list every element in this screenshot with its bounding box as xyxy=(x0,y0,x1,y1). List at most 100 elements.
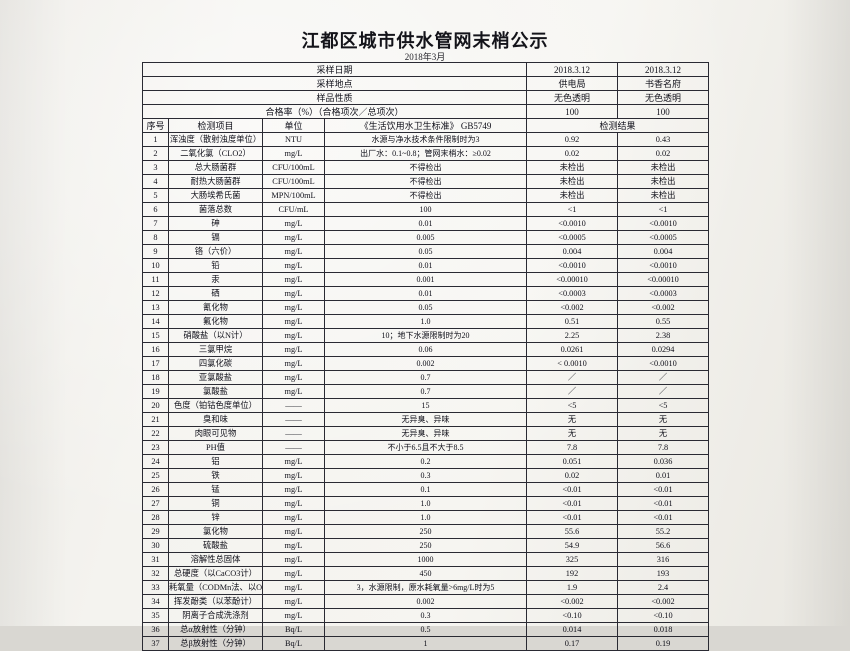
table-row: 16 三氯甲烷 mg/L 0.06 0.0261 0.0294 xyxy=(142,342,710,357)
cell-no: 33 xyxy=(142,580,169,595)
cell-item: 二氧化氯（CLO2） xyxy=(168,146,263,161)
table-row: 3 总大肠菌群 CFU/100mL 不得检出 未检出 未检出 xyxy=(142,160,710,175)
table-row: 10 铅 mg/L 0.01 <0.0010 <0.0010 xyxy=(142,258,710,273)
table-row: 19 氯酸盐 mg/L 0.7 ／／ xyxy=(142,384,710,399)
cell-result-1: 55.6 xyxy=(526,524,619,539)
cell-result-2: ／ xyxy=(617,370,710,385)
cell-standard: 出厂水：0.1~0.8；管网末梢水：≥0.02 xyxy=(323,146,528,161)
cell-no: 29 xyxy=(142,524,169,539)
cell-standard: 无异臭、异味 xyxy=(323,412,528,427)
cell-no: 16 xyxy=(142,342,169,357)
cell-no: 24 xyxy=(142,454,169,469)
cell-result-2: 无 xyxy=(617,426,710,441)
cell-standard: 0.01 xyxy=(323,258,528,273)
cell-no: 22 xyxy=(142,426,169,441)
row-value-1: 无色透明 xyxy=(526,90,619,105)
table-row: 1 浑浊度（散射浊度单位） NTU 水源与净水技术条件限制时为3 0.92 0.43 xyxy=(142,132,710,147)
cell-item: 挥发酚类（以苯酚计） xyxy=(168,594,263,609)
cell-unit: mg/L xyxy=(262,342,325,357)
cell-no: 15 xyxy=(142,328,169,343)
cell-standard: 450 xyxy=(323,566,528,581)
cell-standard: 3，水源限制，原水耗氧量>6mg/L时为5 xyxy=(323,580,528,595)
cell-unit: —— xyxy=(262,412,325,427)
cell-result-1: 192 xyxy=(526,566,619,581)
cell-item: 总大肠菌群 xyxy=(168,160,263,175)
table-row: 30 硫酸盐 mg/L 250 54.9 56.6 xyxy=(142,538,710,553)
cell-item: 总硬度（以CaCO3计） xyxy=(168,566,263,581)
table-row: 13 氰化物 mg/L 0.05 <0.002 <0.002 xyxy=(142,300,710,315)
cell-result-1: <0.00010 xyxy=(526,272,619,287)
cell-result-1: <5 xyxy=(526,398,619,413)
table-row: 9 铬（六价） mg/L 0.05 0.004 0.004 xyxy=(142,244,710,259)
cell-unit: NTU xyxy=(262,132,325,147)
cell-result-2: 316 xyxy=(617,552,710,567)
cell-result-2: 0.018 xyxy=(617,622,710,637)
cell-result-2: 55.2 xyxy=(617,524,710,539)
table-row-pass-rate: 合格率（%）（合格项次／总项次） 100 100 xyxy=(141,104,710,119)
cell-unit: mg/L xyxy=(262,384,325,399)
cell-no: 5 xyxy=(142,188,169,203)
cell-standard: 250 xyxy=(323,524,528,539)
table-row: 11 汞 mg/L 0.001 <0.00010 <0.00010 xyxy=(142,272,710,287)
table-row: 25 铁 mg/L 0.3 0.02 0.01 xyxy=(142,468,710,483)
cell-unit: mg/L xyxy=(262,580,325,595)
cell-unit: mg/L xyxy=(262,272,325,287)
table-row: 12 硒 mg/L 0.01 <0.0003 <0.0003 xyxy=(142,286,710,301)
cell-unit: mg/L xyxy=(262,356,325,371)
cell-unit: CFU/100mL xyxy=(262,174,325,189)
cell-item: 硒 xyxy=(168,286,263,301)
cell-unit: mg/L xyxy=(262,496,325,511)
cell-no: 31 xyxy=(142,552,169,567)
row-value-2: 2018.3.12 xyxy=(617,62,710,77)
table-row: 28 锌 mg/L 1.0 <0.01 <0.01 xyxy=(142,510,710,525)
cell-item: 耗氧量（CODMn法、以O2计） xyxy=(168,580,263,595)
header-no: 序号 xyxy=(142,118,169,133)
table-row: 18 亚氯酸盐 mg/L 0.7 ／／ xyxy=(142,370,710,385)
cell-result-1: < 0.0010 xyxy=(526,356,619,371)
cell-result-2: 7.8 xyxy=(617,440,710,455)
cell-unit: mg/L xyxy=(262,328,325,343)
row-value-1: 供电局 xyxy=(526,76,619,91)
cell-result-2: 193 xyxy=(617,566,710,581)
table-body: 采样日期 2018.3.12 2018.3.12 采样地点 供电局 书香名府 样… xyxy=(141,62,710,133)
cell-result-1: 无 xyxy=(526,426,619,441)
cell-standard: 250 xyxy=(323,538,528,553)
table-row-sampling-location: 采样地点 供电局 书香名府 xyxy=(141,76,710,91)
cell-unit: mg/L xyxy=(262,286,325,301)
cell-no: 21 xyxy=(142,412,169,427)
cell-result-1: 0.02 xyxy=(526,468,619,483)
cell-result-1: 0.51 xyxy=(526,314,619,329)
table-row: 21 臭和味 —— 无异臭、异味无无 xyxy=(142,412,710,427)
cell-standard: 1.0 xyxy=(323,314,528,329)
table-row: 24 铝 mg/L 0.2 0.051 0.036 xyxy=(142,454,710,469)
cell-result-2: 0.55 xyxy=(617,314,710,329)
cell-no: 11 xyxy=(142,272,169,287)
cell-no: 10 xyxy=(142,258,169,273)
table-row: 7 砷 mg/L 0.01 <0.0010 <0.0010 xyxy=(142,216,710,231)
cell-item: 亚氯酸盐 xyxy=(168,370,263,385)
table-row: 15 硝酸盐（以N计） mg/L 10；地下水源限制时为20 2.25 2.38 xyxy=(142,328,710,343)
cell-result-1: <0.0005 xyxy=(526,230,619,245)
cell-unit: mg/L xyxy=(262,608,325,623)
cell-result-1: <0.10 xyxy=(526,608,619,623)
cell-no: 3 xyxy=(142,160,169,175)
cell-result-1: <0.002 xyxy=(526,594,619,609)
cell-item: 硝酸盐（以N计） xyxy=(168,328,263,343)
cell-item: 锰 xyxy=(168,482,263,497)
cell-item: PH值 xyxy=(168,440,263,455)
cell-result-1: 0.004 xyxy=(526,244,619,259)
cell-item: 硫酸盐 xyxy=(168,538,263,553)
cell-standard: 不得检出 xyxy=(323,174,528,189)
cell-no: 26 xyxy=(142,482,169,497)
table-row: 34 挥发酚类（以苯酚计） mg/L 0.002 <0.002 <0.002 xyxy=(142,594,710,609)
cell-unit: mg/L xyxy=(262,566,325,581)
cell-item: 汞 xyxy=(168,272,263,287)
cell-standard: 不小于6.5且不大于8.5 xyxy=(323,440,528,455)
cell-no: 32 xyxy=(142,566,169,581)
cell-item: 锌 xyxy=(168,510,263,525)
cell-result-1: <0.01 xyxy=(526,510,619,525)
cell-unit: mg/L xyxy=(262,314,325,329)
header-result: 检测结果 xyxy=(526,118,710,133)
cell-result-1: 54.9 xyxy=(526,538,619,553)
